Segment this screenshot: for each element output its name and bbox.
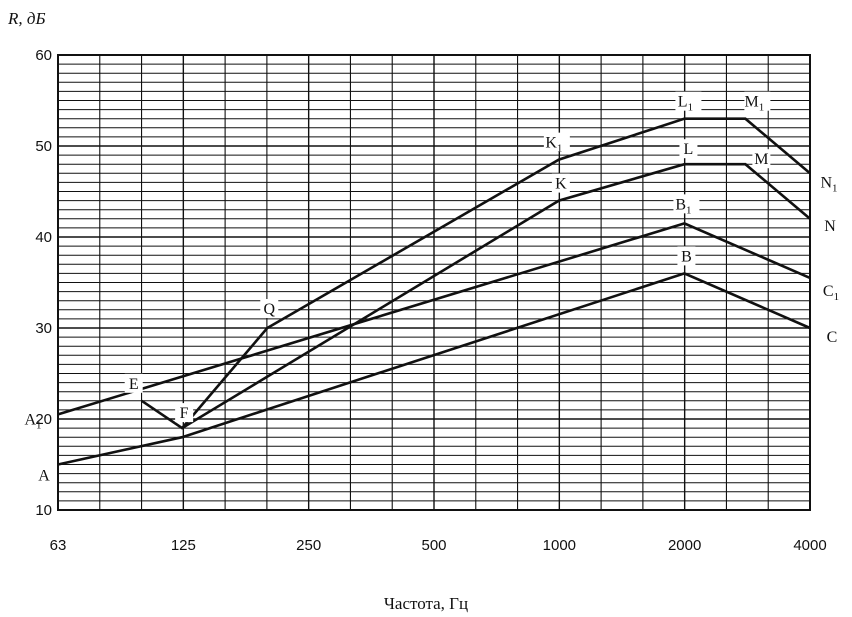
x-tick-label: 500 — [421, 537, 446, 554]
series-line-4 — [181, 117, 811, 429]
point-label-bg — [752, 149, 771, 169]
y-tick-label: 30 — [35, 320, 52, 337]
series-line-2 — [57, 222, 811, 416]
point-label-bg — [677, 246, 696, 266]
point-label-K: K — [555, 176, 567, 193]
point-label-bg — [260, 299, 279, 318]
point-label-bg — [35, 465, 53, 485]
point-label-bg — [821, 280, 847, 300]
x-tick-label: 125 — [171, 537, 196, 554]
point-label-bg — [675, 91, 702, 111]
series-lines — [57, 117, 811, 466]
point-label-B: B — [681, 248, 692, 265]
point-label-bg — [823, 327, 841, 346]
x-tick-label: 250 — [296, 537, 321, 554]
point-label-N: N — [824, 218, 836, 235]
series-line-1 — [57, 272, 811, 466]
point-label-bg — [175, 403, 194, 423]
x-tick-label: 4000 — [793, 537, 826, 554]
point-label-bg — [679, 139, 698, 159]
point-label-bg — [543, 132, 570, 152]
series-line-3 — [140, 162, 811, 430]
point-label-bg — [551, 173, 570, 193]
y-tick-label: 60 — [35, 47, 52, 64]
point-label-Q: Q — [263, 301, 275, 318]
x-tick-label: 2000 — [668, 537, 701, 554]
grid — [57, 54, 811, 511]
point-label-A: A — [38, 468, 50, 485]
point-label-L: L — [684, 141, 694, 158]
plot-frame — [57, 54, 811, 511]
y-tick-label: 20 — [35, 411, 52, 428]
point-label-C: C — [827, 329, 838, 346]
point-label-E: E — [129, 376, 139, 393]
tick-labels: 10 20 30 40 50 60 63 125 250 500 1000 2000 4000 — [35, 47, 826, 554]
point-label-bg — [673, 194, 700, 214]
point-label-bg — [821, 215, 839, 235]
y-tick-label: 40 — [35, 229, 52, 246]
y-tick-label: 50 — [35, 138, 52, 155]
y-axis-title: R, дБ — [7, 9, 46, 28]
point-label-bg — [124, 373, 143, 393]
point-label-bg — [23, 409, 49, 429]
y-tick-label: 10 — [35, 502, 52, 519]
point-label-bg — [744, 91, 771, 111]
x-tick-label: 63 — [50, 537, 67, 554]
x-tick-label: 1000 — [543, 537, 576, 554]
point-label-F: F — [180, 405, 189, 422]
point-label-M: M — [754, 151, 768, 168]
x-axis-title: Частота, Гц — [384, 594, 468, 613]
point-label-bg — [819, 172, 845, 192]
